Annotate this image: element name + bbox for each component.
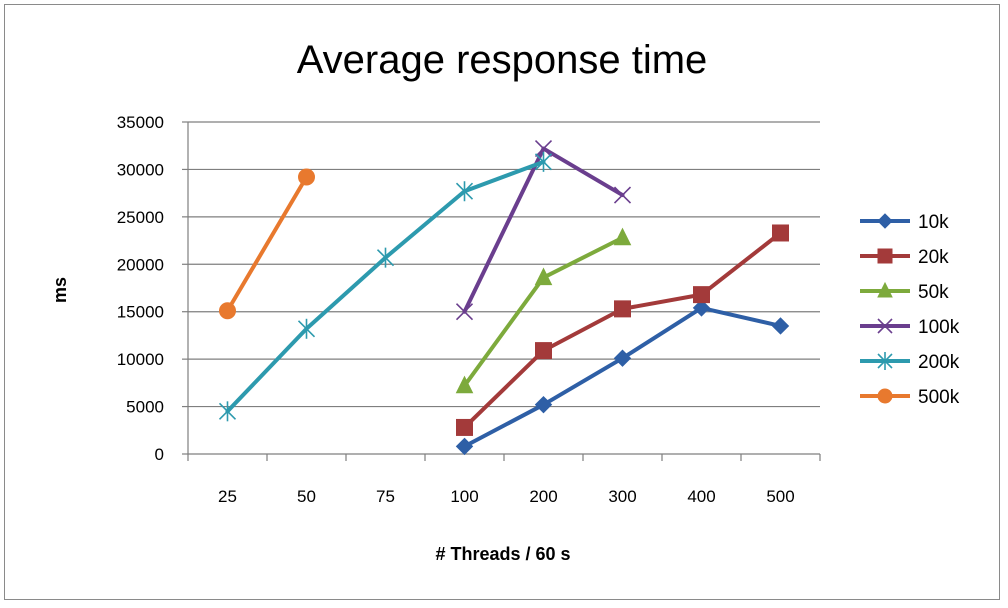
y-tick-labels: 0 5000 10000 15000 20000 25000 30000 35000: [117, 113, 164, 464]
gridlines: [188, 121, 820, 408]
data-point-marker: [297, 318, 316, 339]
series-20k: [456, 224, 789, 436]
series-layer: [218, 139, 790, 456]
y-tick-label: 20000: [117, 255, 164, 274]
y-tick-label: 35000: [117, 113, 164, 132]
x-tick-label: 50: [297, 487, 316, 506]
x-tick-label: 75: [376, 487, 395, 506]
x-tick-label: 100: [450, 487, 478, 506]
marker-stroke: [877, 318, 893, 334]
data-point-marker: [455, 437, 474, 456]
data-point-marker: [614, 300, 631, 318]
y-tick-label: 10000: [117, 350, 164, 369]
series-500k: [219, 168, 315, 320]
axes: [182, 121, 821, 461]
x-tick-label: 500: [766, 487, 794, 506]
data-point-marker: [693, 286, 710, 304]
legend-label: 100k: [918, 317, 960, 338]
chart-frame: [4, 4, 1000, 600]
data-point-marker: [613, 186, 632, 204]
legend-item: 10k: [860, 212, 949, 233]
x-tick-label: 25: [218, 487, 237, 506]
legend-item: 50k: [860, 281, 949, 303]
data-point-marker: [877, 281, 893, 298]
y-tick-label: 0: [155, 445, 164, 464]
legend-label: 10k: [918, 212, 949, 233]
x-tick-label: 400: [687, 487, 715, 506]
y-tick-label: 30000: [117, 160, 164, 179]
y-tick-label: 25000: [117, 208, 164, 227]
data-point-marker: [219, 302, 236, 320]
marker-stroke: [455, 303, 474, 321]
marker-stroke: [613, 186, 632, 204]
series-line: [462, 230, 783, 430]
legend-label: 20k: [918, 247, 949, 268]
data-point-marker: [534, 395, 553, 414]
data-point-marker: [877, 388, 893, 404]
data-point-marker: [455, 181, 474, 202]
series-50k: [455, 227, 632, 394]
y-axis-label: ms: [50, 277, 70, 303]
legend-item: 100k: [860, 317, 960, 338]
legend-label: 200k: [918, 352, 960, 373]
data-point-marker: [772, 224, 789, 242]
data-point-marker: [771, 317, 790, 335]
data-point-marker: [455, 303, 474, 321]
chart-title: Average response time: [297, 38, 708, 82]
series-200k: [218, 151, 553, 422]
series-10k: [455, 299, 790, 456]
legend: 10k 20k 50k 100k 200k 500k: [860, 212, 960, 408]
legend-item: 200k: [860, 352, 960, 373]
data-point-marker: [218, 401, 237, 422]
data-point-marker: [456, 418, 473, 436]
series-line: [462, 146, 625, 314]
data-point-marker: [877, 352, 893, 370]
series-line: [225, 159, 546, 414]
series-line: [462, 305, 783, 449]
data-point-marker: [877, 318, 893, 334]
data-point-marker: [877, 213, 893, 229]
data-point-marker: [376, 247, 395, 268]
marker-stroke: [534, 139, 553, 158]
data-point-marker: [534, 139, 553, 158]
x-axis-label: # Threads / 60 s: [435, 544, 570, 564]
data-point-marker: [534, 151, 553, 172]
data-point-marker: [692, 299, 711, 317]
data-point-marker: [613, 227, 632, 246]
data-point-marker: [535, 342, 552, 360]
legend-item: 20k: [860, 247, 949, 268]
y-tick-label: 5000: [126, 398, 164, 417]
series-line: [225, 175, 309, 313]
legend-label: 50k: [918, 282, 949, 303]
data-point-marker: [613, 349, 632, 367]
legend-label: 500k: [918, 387, 960, 408]
legend-item: 500k: [860, 387, 960, 408]
data-point-marker: [455, 375, 474, 394]
data-point-marker: [534, 267, 553, 286]
x-tick-labels: 25 50 75 100 200 300 400 500: [218, 487, 795, 506]
series-100k: [455, 139, 632, 321]
data-point-marker: [877, 248, 893, 264]
data-point-marker: [298, 168, 315, 186]
x-tick-label: 300: [608, 487, 636, 506]
x-tick-label: 200: [529, 487, 557, 506]
y-tick-label: 15000: [117, 303, 164, 322]
